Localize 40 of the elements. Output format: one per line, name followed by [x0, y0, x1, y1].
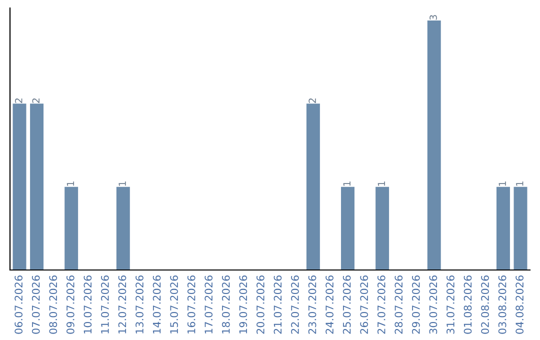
x-tick-label: 06.07.2026	[14, 276, 23, 334]
x-tick-label: 18.07.2026	[222, 276, 230, 334]
x-tick-label: 23.07.2026	[308, 276, 316, 334]
x-tick-label: 01.08.2026	[464, 276, 472, 334]
x-tick-label: 19.07.2026	[239, 276, 248, 334]
data-label: 1	[498, 182, 506, 186]
x-tick-label: 21.07.2026	[274, 276, 282, 334]
x-tick-label: 25.07.2026	[342, 276, 351, 334]
data-label: 3	[430, 15, 437, 20]
x-tick-label: 02.08.2026	[481, 276, 489, 334]
x-tick-label: 14.07.2026	[152, 276, 161, 334]
x-tick-label: 07.07.2026	[32, 276, 40, 334]
x-tick-label: 30.07.2026	[429, 276, 438, 334]
x-tick-label: 10.07.2026	[84, 276, 92, 334]
x-tick-label: 17.07.2026	[204, 276, 213, 334]
x-tick-label: 09.07.2026	[66, 276, 74, 334]
x-tick-label: 28.07.2026	[394, 276, 403, 334]
x-tick-label: 15.07.2026	[170, 276, 178, 334]
data-label: 2	[308, 98, 316, 103]
data-label: 1	[118, 182, 126, 186]
data-label: 1	[343, 182, 350, 186]
data-label: 1	[378, 182, 385, 186]
x-tick-label: 27.07.2026	[377, 276, 386, 334]
x-tick-label: 12.07.2026	[118, 276, 126, 334]
x-tick-label: 26.07.2026	[360, 276, 368, 334]
data-label: 2	[14, 98, 22, 103]
x-tick-label: 03.08.2026	[498, 276, 506, 334]
x-tick-label: 13.07.2026	[136, 276, 144, 334]
data-label: 2	[32, 98, 40, 103]
x-tick-label: 16.07.2026	[187, 276, 196, 334]
x-tick-label: 22.07.2026	[291, 276, 299, 334]
x-tick-label: 20.07.2026	[256, 276, 264, 334]
x-tick-label: 29.07.2026	[412, 276, 420, 334]
x-tick-label: 31.07.2026	[446, 276, 454, 334]
x-tick-label: 08.07.2026	[49, 276, 58, 334]
x-tick-label: 11.07.2026	[101, 276, 109, 334]
data-label: 1	[516, 182, 524, 186]
data-label: 1	[66, 182, 74, 186]
x-tick-label: 24.07.2026	[326, 276, 334, 334]
x-tick-label: 04.08.2026	[516, 276, 524, 334]
